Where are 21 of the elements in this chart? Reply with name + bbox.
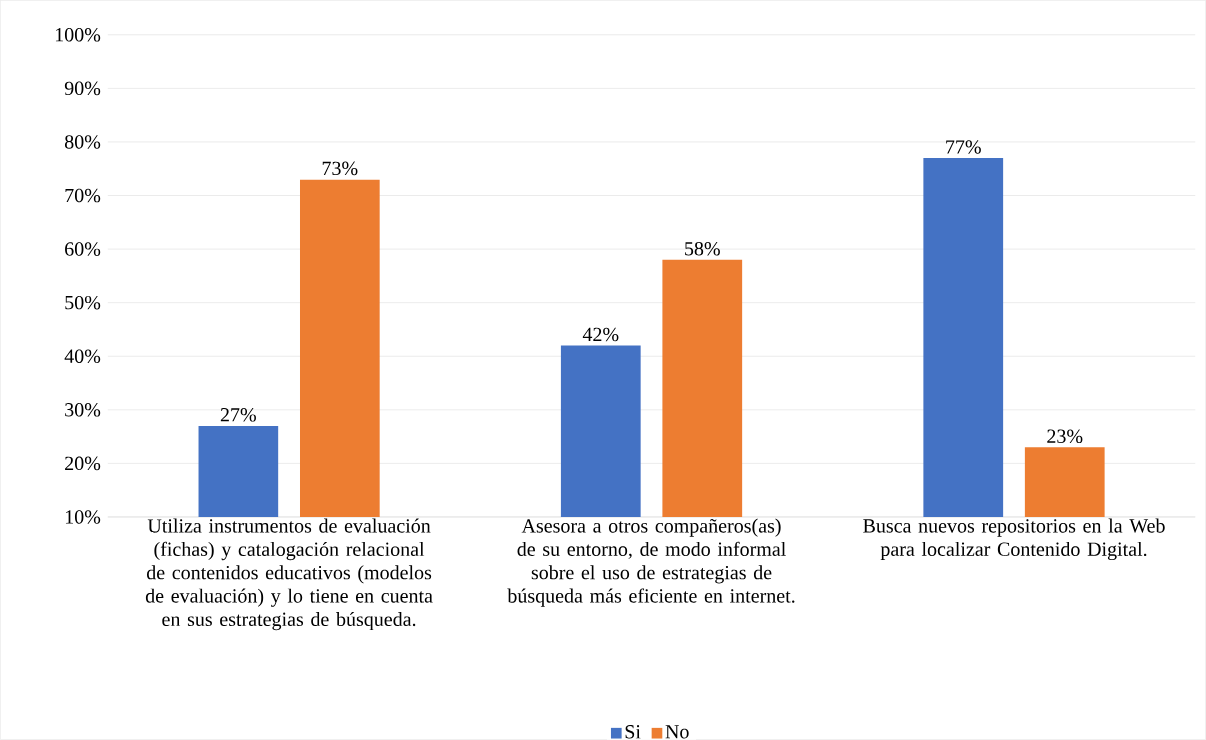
y-tick-label: 60%: [65, 242, 101, 256]
data-label: 27%: [220, 408, 256, 422]
y-tick-label: 30%: [65, 403, 101, 417]
y-tick-label: 90%: [64, 81, 101, 96]
data-label: 58%: [685, 242, 720, 256]
y-tick-label: 70%: [65, 188, 101, 203]
data-label: 73%: [322, 161, 358, 176]
legend-label: Si: [625, 725, 641, 739]
y-tick-label: 20%: [65, 456, 101, 471]
x-tick-label: Utiliza instrumentos de evaluación (fichas) y catalogación relacional de contenidos educativos (modelos de evaluación) y lo tiene en cuenta en sus estrategias de búsqueda.: [145, 518, 433, 631]
legend-label: No: [665, 725, 689, 739]
y-tick-label: 80%: [64, 135, 101, 149]
data-label: 77%: [946, 140, 981, 154]
x-tick-label: Asesora a otros compañeros(as) de su entorno, de modo informal sobre el uso de estrategias de búsqueda más eficiente en internet.: [507, 518, 795, 607]
y-tick-label: 40%: [64, 349, 101, 364]
data-label: 42%: [582, 327, 619, 342]
y-tick-label: 50%: [65, 295, 101, 310]
x-tick-label: Busca nuevos repositorios en la Web para localizar Contenido Digital.: [863, 518, 1165, 561]
data-label: 23%: [1047, 429, 1083, 444]
y-tick-label: 100%: [55, 28, 101, 42]
y-tick-label: 10%: [65, 510, 101, 524]
